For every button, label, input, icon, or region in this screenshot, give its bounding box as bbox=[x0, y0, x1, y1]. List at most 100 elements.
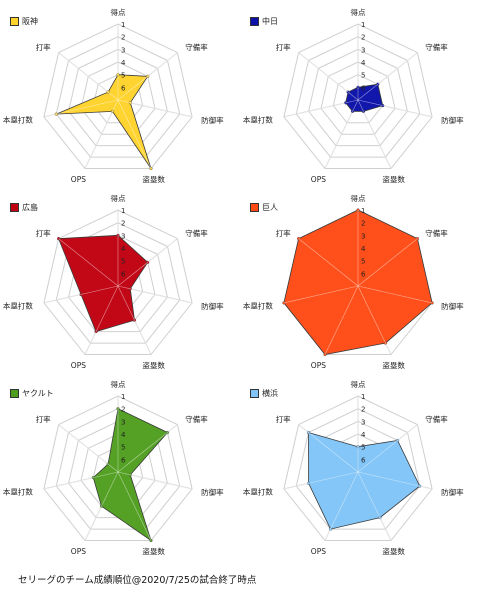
tick-label: 2 bbox=[121, 406, 125, 414]
tick-label: 1 bbox=[361, 207, 365, 215]
tick-label: 2 bbox=[121, 220, 125, 228]
radar-chart-panel: 1 2 3 4 5 6 得点 守備率 防御率 盗塁数 OPS 本塁打数 打率 広島 bbox=[0, 186, 240, 372]
axis-label: 守備率 bbox=[425, 414, 448, 424]
axis-spoke-overlay bbox=[117, 424, 178, 473]
tick-label: 6 bbox=[121, 270, 126, 278]
axis-spoke-overlay bbox=[298, 424, 359, 473]
axis-spoke-overlay bbox=[283, 285, 359, 304]
axis-spoke-overlay bbox=[117, 285, 193, 304]
legend: ヤクルト bbox=[10, 387, 54, 399]
legend-label: 中日 bbox=[262, 16, 278, 26]
axis-label: 得点 bbox=[351, 379, 366, 389]
tick-label: 6 bbox=[361, 84, 366, 92]
grid-ring bbox=[283, 23, 433, 169]
legend-label: 阪神 bbox=[22, 16, 38, 26]
legend-swatch bbox=[250, 16, 259, 26]
axis-spoke-overlay bbox=[43, 99, 119, 118]
tick-label: 3 bbox=[121, 46, 125, 54]
grid-ring bbox=[80, 61, 156, 135]
legend-label: 巨人 bbox=[262, 202, 278, 212]
radar-chart-panel: 1 2 3 4 5 6 得点 守備率 防御率 盗塁数 OPS 本塁打数 打率 ヤクルト bbox=[0, 372, 240, 558]
axis-label: 盗塁数 bbox=[382, 360, 405, 370]
legend-swatch bbox=[250, 388, 259, 398]
axis-label: 本塁打数 bbox=[3, 114, 33, 124]
series-area bbox=[58, 234, 149, 333]
tick-label: 5 bbox=[121, 444, 125, 452]
tick-label: 2 bbox=[361, 406, 365, 414]
axis-label: 本塁打数 bbox=[3, 486, 33, 496]
axis-label: 本塁打数 bbox=[3, 300, 33, 310]
axis-label: 盗塁数 bbox=[382, 546, 405, 556]
tick-label: 1 bbox=[121, 393, 125, 401]
tick-label: 4 bbox=[121, 431, 126, 439]
series-area bbox=[345, 83, 384, 112]
axis-spoke-overlay bbox=[117, 285, 152, 355]
axis-label: OPS bbox=[311, 175, 326, 184]
axis-spoke-overlay bbox=[58, 52, 119, 101]
grid-ring bbox=[43, 395, 193, 541]
legend: 広島 bbox=[10, 201, 38, 213]
axis-label: 盗塁数 bbox=[382, 174, 405, 184]
axis-spoke-overlay bbox=[43, 471, 119, 490]
axis-label: 本塁打数 bbox=[243, 300, 273, 310]
axis-label: OPS bbox=[311, 547, 326, 556]
caption: セリーグのチーム成績順位@2020/7/25の試合終了時点 bbox=[18, 575, 257, 586]
axis-spoke-overlay bbox=[324, 99, 359, 169]
grid-ring bbox=[43, 209, 193, 355]
axis-label: 防御率 bbox=[441, 487, 464, 497]
axis-spoke-overlay bbox=[43, 285, 119, 304]
axis-spoke-overlay bbox=[357, 424, 418, 473]
tick-label: 1 bbox=[121, 21, 125, 29]
axis-label: 防御率 bbox=[201, 487, 224, 497]
axis-spoke-overlay bbox=[283, 471, 359, 490]
axis-label: 本塁打数 bbox=[243, 486, 273, 496]
axis-spoke-overlay bbox=[357, 471, 392, 541]
tick-label: 4 bbox=[361, 431, 366, 439]
tick-label: 3 bbox=[121, 418, 125, 426]
grid-ring bbox=[55, 36, 181, 158]
grid-ring bbox=[295, 36, 421, 158]
series-area bbox=[56, 74, 152, 169]
axis-label: 打率 bbox=[36, 228, 51, 238]
axis-label: 守備率 bbox=[185, 42, 208, 52]
axis-label: 得点 bbox=[111, 193, 126, 203]
axis-label: 守備率 bbox=[185, 414, 208, 424]
axis-spoke-overlay bbox=[298, 238, 359, 287]
tick-label: 5 bbox=[361, 444, 365, 452]
axis-spoke-overlay bbox=[117, 99, 152, 169]
axis-label: 防御率 bbox=[201, 115, 224, 125]
radar-chart-panel: 1 2 3 4 5 6 得点 守備率 防御率 盗塁数 OPS 本塁打数 打率 中日 bbox=[240, 0, 480, 186]
axis-spoke-overlay bbox=[357, 285, 392, 355]
tick-label: 6 bbox=[361, 456, 366, 464]
axis-spoke-overlay bbox=[84, 471, 119, 541]
axis-label: 得点 bbox=[351, 7, 366, 17]
grid-ring bbox=[283, 395, 433, 541]
axis-label: 打率 bbox=[36, 42, 51, 52]
axis-spoke-overlay bbox=[357, 99, 433, 118]
tick-label: 5 bbox=[361, 72, 365, 80]
tick-label: 4 bbox=[361, 245, 366, 253]
legend: 横浜 bbox=[250, 387, 278, 399]
axis-label: 本塁打数 bbox=[243, 114, 273, 124]
radar-chart-grid: 1 2 3 4 5 6 得点 守備率 防御率 盗塁数 OPS 本塁打数 打率 阪神 1 2 3 4 5 6 得点 守備率防… bbox=[0, 0, 480, 558]
axis-label: 得点 bbox=[111, 7, 126, 17]
axis-spoke-overlay bbox=[58, 238, 119, 287]
axis-label: 打率 bbox=[276, 414, 291, 424]
axis-label: 防御率 bbox=[441, 301, 464, 311]
axis-label: OPS bbox=[311, 361, 326, 370]
tick-label: 3 bbox=[361, 418, 365, 426]
grid-ring bbox=[295, 408, 421, 530]
tick-label: 5 bbox=[121, 258, 125, 266]
axis-label: 盗塁数 bbox=[142, 360, 165, 370]
data-point bbox=[282, 301, 286, 305]
axis-spoke-overlay bbox=[58, 424, 119, 473]
axis-spoke-overlay bbox=[357, 99, 392, 169]
tick-label: 1 bbox=[361, 393, 365, 401]
legend-swatch bbox=[10, 16, 19, 26]
tick-label: 3 bbox=[361, 46, 365, 54]
legend-swatch bbox=[250, 202, 259, 212]
tick-label: 3 bbox=[361, 232, 365, 240]
